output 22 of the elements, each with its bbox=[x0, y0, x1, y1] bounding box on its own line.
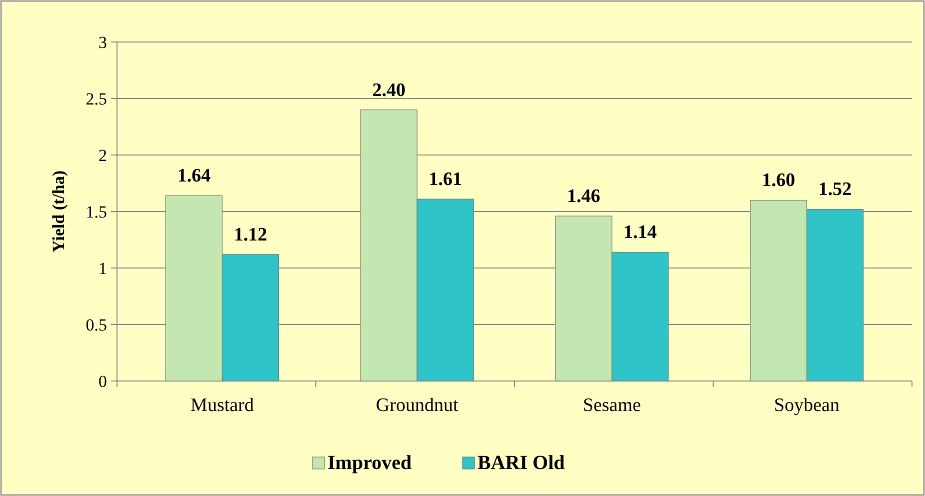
x-tick-label: Soybean bbox=[774, 395, 840, 416]
y-tick-label: 1.5 bbox=[86, 202, 107, 222]
legend-label: BARI Old bbox=[478, 452, 565, 474]
data-label: 1.61 bbox=[428, 169, 462, 190]
y-tick-label: 0.5 bbox=[86, 316, 107, 334]
y-axis-title: Yield (t/ha) bbox=[49, 170, 68, 253]
x-tick-label: Groundnut bbox=[376, 395, 459, 416]
data-label: 2.40 bbox=[372, 80, 406, 101]
y-tick-label: 1 bbox=[98, 259, 107, 278]
legend-label: Improved bbox=[328, 452, 412, 474]
y-tick-label: 3 bbox=[98, 33, 107, 52]
y-tick-label: 2.5 bbox=[86, 90, 107, 108]
data-label: 1.14 bbox=[624, 222, 658, 244]
data-label: 1.52 bbox=[818, 179, 852, 200]
data-label: 1.60 bbox=[762, 170, 796, 192]
y-tick-label: 2 bbox=[98, 146, 107, 165]
data-label: 1.46 bbox=[567, 186, 600, 208]
x-tick-label: Sesame bbox=[582, 395, 641, 416]
data-label: 1.64 bbox=[177, 166, 212, 187]
data-label: 1.12 bbox=[234, 224, 268, 246]
x-tick-label: Mustard bbox=[190, 395, 254, 416]
y-tick-label: 0 bbox=[98, 372, 107, 391]
